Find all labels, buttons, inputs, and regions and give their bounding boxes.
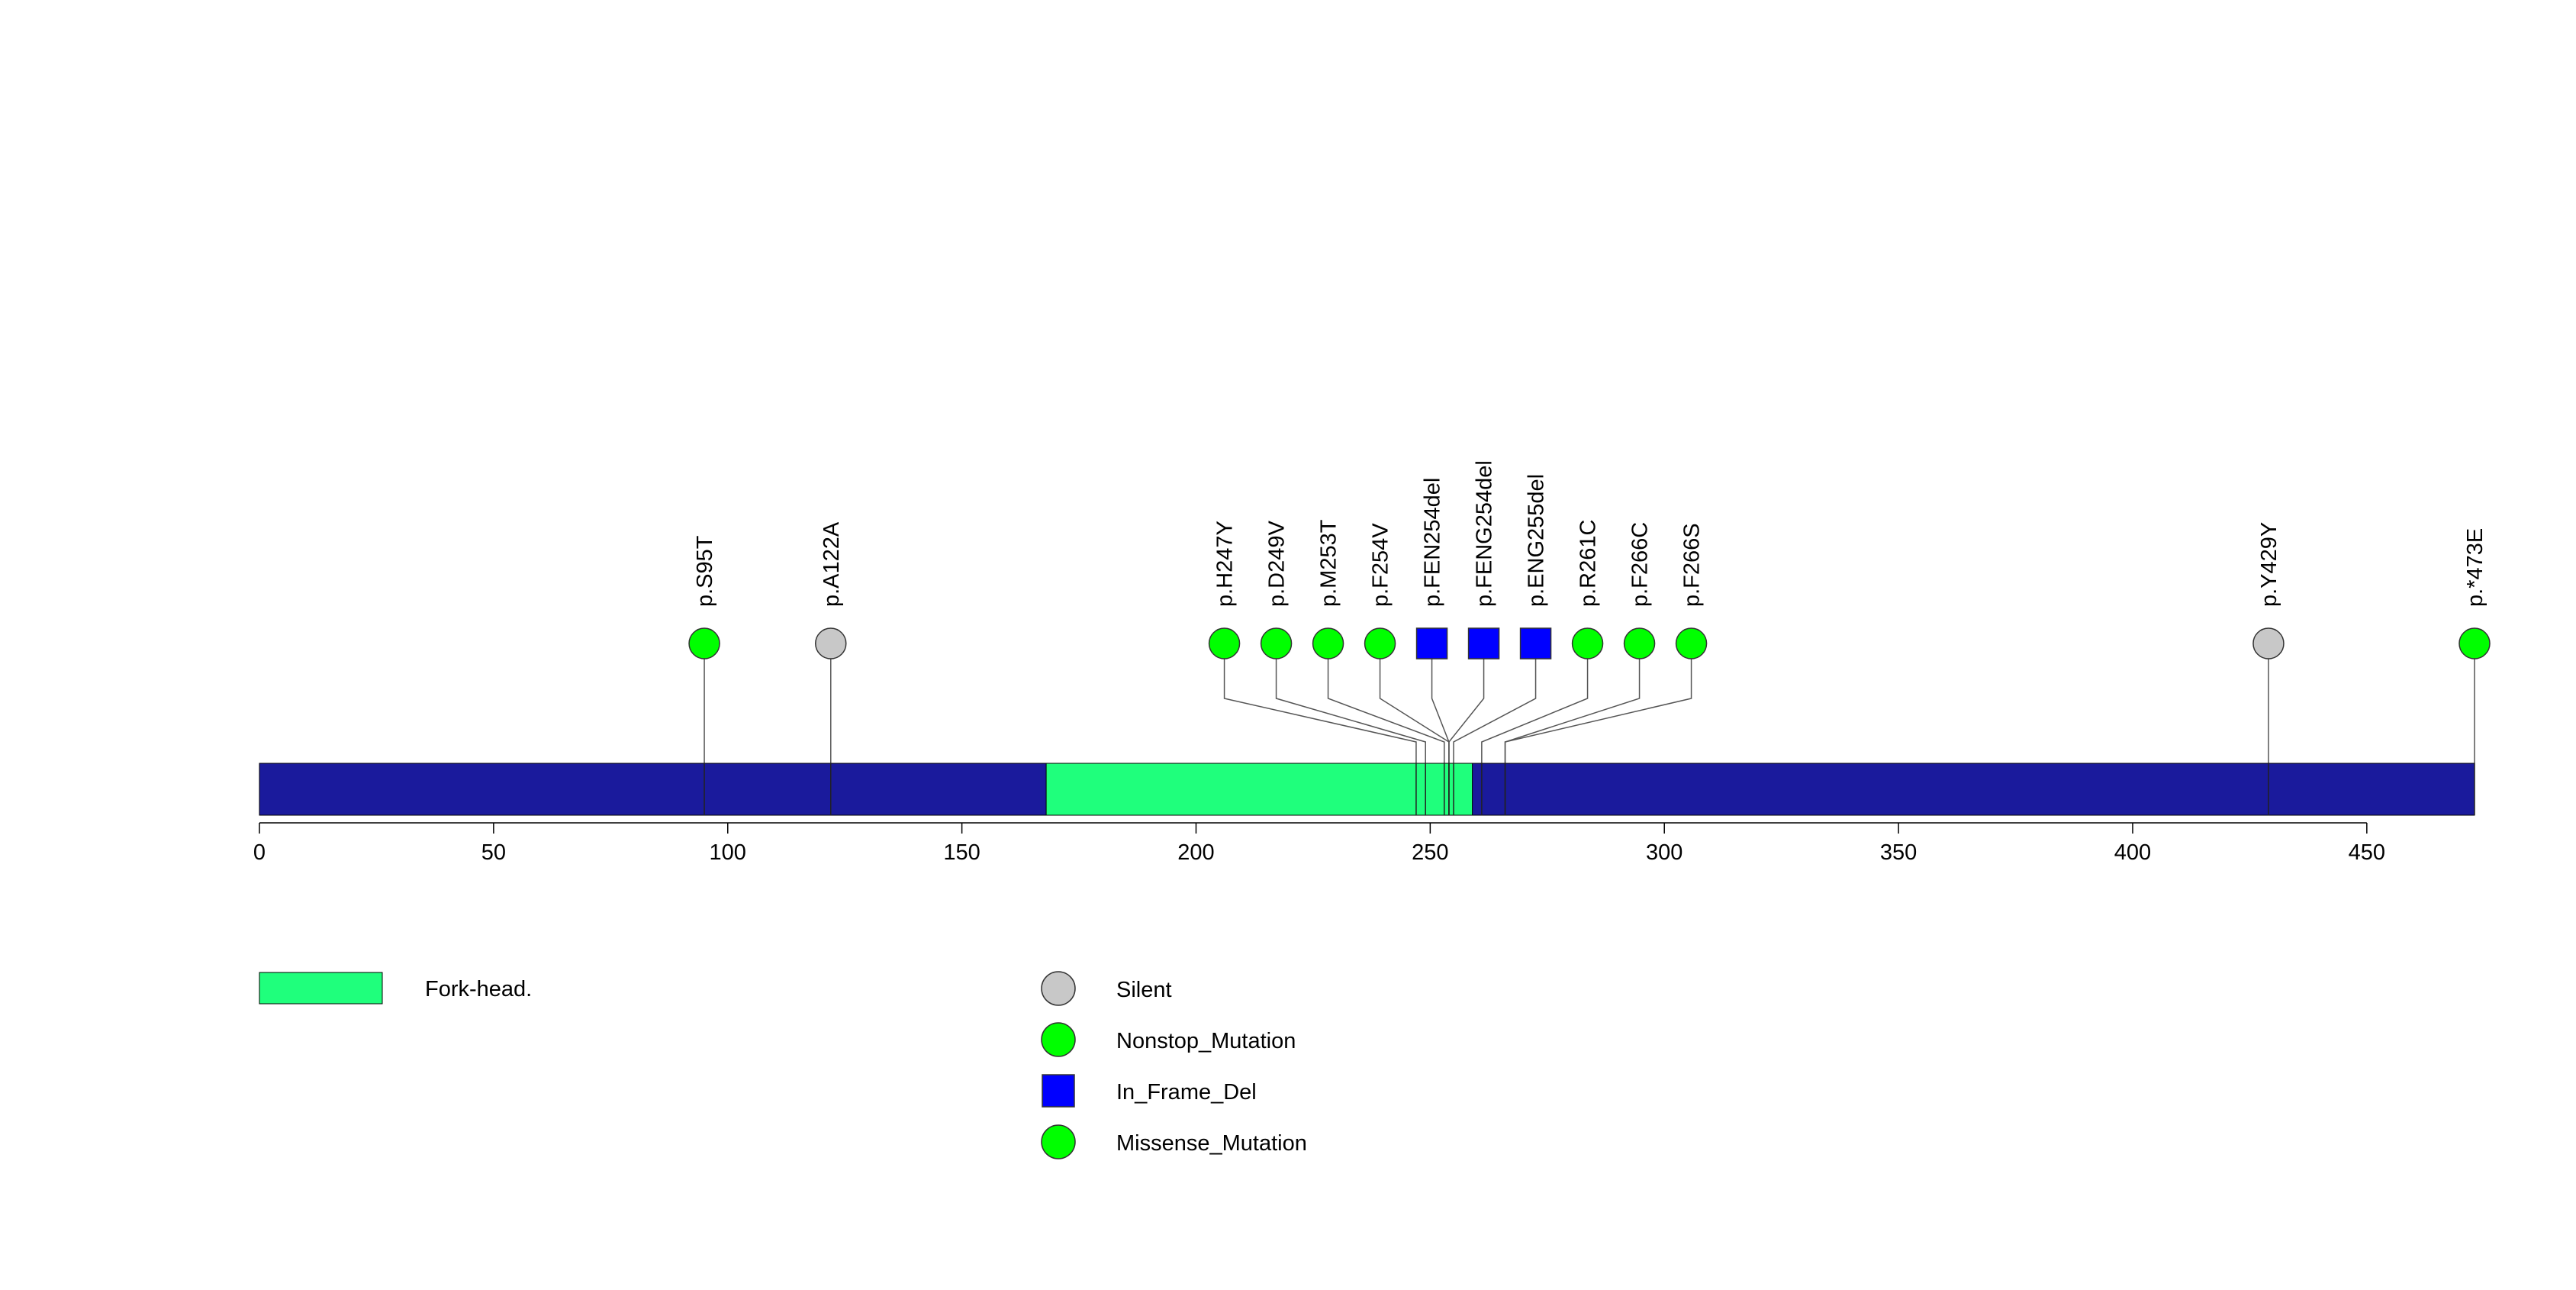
mutation-stem <box>1481 643 1589 763</box>
x-tick-label: 300 <box>1646 840 1682 865</box>
domain-legend-swatch <box>259 972 383 1005</box>
domain-legend: Fork-head. <box>259 972 532 1005</box>
domain-region <box>1045 763 1473 816</box>
mutation-marker <box>1260 627 1293 660</box>
mutation-label: p.ENG255del <box>1525 474 1549 607</box>
mutation-label: p.A122A <box>819 521 844 607</box>
legend-symbol <box>1041 971 1076 1006</box>
mutation-marker <box>2458 627 2491 660</box>
mutation-stems <box>704 643 2475 763</box>
x-tick-label: 450 <box>2349 840 2385 865</box>
mutation-label: p.F266C <box>1628 522 1653 607</box>
legend-label: Silent <box>1116 978 1172 1002</box>
mutation-label: p.S95T <box>693 535 717 607</box>
mutation-marker <box>1312 627 1344 660</box>
legend-label: Missense_Mutation <box>1116 1131 1307 1156</box>
mutation-label: p.*473E <box>2463 528 2487 607</box>
legend-label: In_Frame_Del <box>1116 1080 1257 1105</box>
mutation-stem <box>1448 643 1485 763</box>
x-tick-label: 350 <box>1880 840 1917 865</box>
x-tick-label: 0 <box>253 840 266 865</box>
legend-symbol <box>1042 1074 1075 1108</box>
mutation-markers <box>688 627 2491 660</box>
mutation-marker <box>1675 627 1708 660</box>
protein-backbone <box>259 763 2475 816</box>
mutation-marker <box>688 627 720 660</box>
mutation-stem <box>1379 643 1450 763</box>
mutation-stem <box>1327 643 1445 763</box>
mutation-label: p.F266S <box>1680 523 1705 607</box>
mutation-stem <box>1504 643 1692 763</box>
mutation-label: p.F254V <box>1369 523 1393 607</box>
mutation-label: p.D249V <box>1265 520 1290 607</box>
x-axis: 0 50 100 150 200 250 300 350 400 450 <box>253 822 2385 865</box>
mutation-stem <box>1275 643 1426 763</box>
mutation-marker <box>1571 627 1604 660</box>
legend-symbol <box>1041 1022 1076 1057</box>
x-tick-label: 50 <box>481 840 506 865</box>
mutation-marker <box>1519 627 1552 660</box>
mutation-marker <box>815 627 847 660</box>
x-tick-label: 400 <box>2114 840 2151 865</box>
x-tick-label: 100 <box>710 840 746 865</box>
x-tick-label: 200 <box>1177 840 1214 865</box>
domain-legend-label: Fork-head. <box>425 977 532 1001</box>
mutation-label: p.H247Y <box>1213 521 1238 607</box>
legend-symbol <box>1041 1124 1076 1159</box>
mutation-marker <box>1623 627 1656 660</box>
mutation-stem <box>1431 643 1450 763</box>
mutation-marker <box>1208 627 1241 660</box>
mutation-marker <box>2252 627 2285 660</box>
mutation-label: p.FEN254del <box>1421 478 1445 607</box>
mutation-label: p.FENG254del <box>1473 460 1497 607</box>
mutation-label: p.R261C <box>1576 520 1601 607</box>
x-tick-label: 150 <box>943 840 980 865</box>
legend-label: Nonstop_Mutation <box>1116 1029 1296 1053</box>
mutation-stem <box>1223 643 1417 763</box>
x-tick-label: 250 <box>1412 840 1448 865</box>
mutation-marker <box>1364 627 1396 660</box>
mutation-marker <box>1467 627 1500 660</box>
mutation-label: p.M253T <box>1317 519 1341 607</box>
mutation-stem <box>1453 643 1537 763</box>
mutation-labels: p.S95T p.A122A p.H247Y p.D249V p.M253T p.F254… <box>693 460 2487 607</box>
mutation-marker <box>1415 627 1448 660</box>
mutation-type-legend: Silent Nonstop_Mutation In_Frame_Del Missen… <box>1041 971 1307 1159</box>
mutation-label: p.Y429Y <box>2257 522 2281 607</box>
